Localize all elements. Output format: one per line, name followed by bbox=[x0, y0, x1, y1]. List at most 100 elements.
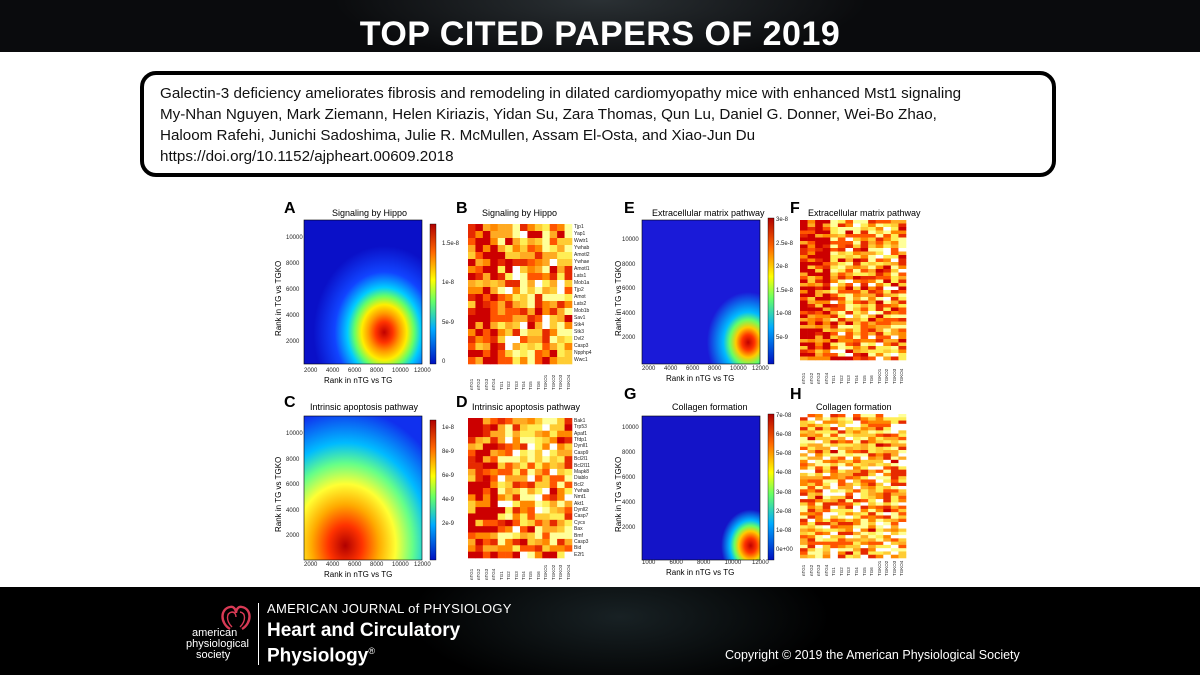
heatmap-cell bbox=[505, 456, 513, 463]
heatmap-cell bbox=[860, 492, 869, 497]
heatmap-cell bbox=[512, 456, 521, 463]
heatmap-cell bbox=[542, 273, 551, 281]
heatmap-cell bbox=[468, 456, 476, 463]
heatmap-cell bbox=[860, 551, 869, 556]
sample-label-B: TG3 bbox=[513, 381, 519, 390]
sample-label-H: TGKO1 bbox=[876, 560, 882, 576]
heatmap-cell bbox=[475, 315, 484, 323]
heatmap-cell bbox=[845, 227, 854, 231]
heatmap-cell bbox=[482, 245, 491, 253]
heatmap-cell bbox=[475, 507, 484, 514]
heatmap-cell bbox=[883, 528, 892, 533]
heatmap-cell bbox=[890, 522, 899, 526]
heatmap-cell bbox=[822, 258, 831, 263]
heatmap-cell bbox=[875, 420, 884, 425]
heatmap-cell bbox=[845, 518, 854, 523]
heatmap-cell bbox=[512, 424, 521, 432]
heatmap-cell bbox=[482, 519, 491, 527]
heatmap-cell bbox=[497, 329, 506, 337]
heatmap-cell bbox=[800, 335, 808, 340]
heatmap-cell bbox=[815, 414, 824, 418]
heatmap-cell bbox=[822, 469, 831, 474]
heatmap-cell bbox=[868, 544, 877, 549]
heatmap-cell bbox=[845, 476, 854, 480]
heatmap-cell bbox=[898, 244, 907, 249]
heatmap-cell bbox=[822, 544, 831, 549]
heatmap-cell bbox=[800, 342, 808, 347]
heatmap-cell bbox=[845, 440, 854, 444]
heatmap-cell bbox=[883, 541, 892, 546]
heatmap-cell bbox=[868, 335, 877, 340]
heatmap-cell bbox=[490, 245, 499, 253]
heatmap-cell bbox=[837, 463, 846, 467]
heatmap-cell bbox=[542, 343, 551, 351]
heatmap-cell bbox=[807, 472, 816, 477]
heatmap-cell bbox=[830, 440, 839, 444]
heatmap-cell bbox=[807, 227, 816, 231]
heatmap-cell bbox=[490, 231, 499, 239]
heatmap-cell bbox=[497, 513, 506, 521]
heatmap-cell bbox=[883, 502, 892, 506]
heatmap-cell bbox=[890, 230, 899, 235]
heatmap-cell bbox=[497, 449, 506, 457]
heatmap-cell bbox=[898, 538, 907, 542]
heatmap-cell bbox=[482, 301, 491, 309]
heatmap-cell bbox=[534, 488, 543, 495]
heatmap-cell bbox=[815, 220, 824, 224]
heatmap-cell bbox=[890, 353, 899, 357]
heatmap-cell bbox=[475, 280, 484, 288]
heatmap-cell bbox=[890, 463, 899, 467]
heatmap-cell bbox=[898, 339, 907, 343]
paper-doi-link[interactable]: https://doi.org/10.1152/ajpheart.00609.2… bbox=[160, 148, 454, 165]
heatmap-cell bbox=[822, 346, 831, 350]
scale-tick-E: 1e-08 bbox=[776, 311, 792, 318]
heatmap-cell bbox=[534, 280, 543, 288]
heatmap-cell bbox=[468, 430, 476, 438]
heatmap-cell bbox=[837, 297, 846, 301]
heatmap-cell bbox=[490, 437, 499, 444]
heatmap-cell bbox=[890, 276, 899, 280]
heatmap-cell bbox=[557, 294, 565, 302]
heatmap-cell bbox=[860, 476, 869, 480]
heatmap-cell bbox=[815, 544, 824, 549]
heatmap-cell bbox=[520, 224, 528, 232]
heatmap-cell bbox=[527, 224, 536, 232]
heatmap-cell bbox=[520, 500, 528, 508]
heatmap-cell bbox=[542, 538, 551, 546]
heatmap-cell bbox=[830, 300, 839, 305]
heatmap-cell bbox=[868, 531, 877, 536]
heatmap-cell bbox=[549, 526, 558, 533]
heatmap-cell bbox=[549, 280, 558, 288]
heatmap-cell bbox=[837, 423, 846, 428]
gene-label-B: Sav1 bbox=[574, 315, 586, 321]
panel-letter-E: E bbox=[624, 200, 635, 217]
heatmap-cell bbox=[512, 329, 521, 337]
heatmap-cell bbox=[883, 248, 892, 252]
heatmap-cell bbox=[830, 293, 839, 298]
heatmap-cell bbox=[898, 293, 907, 298]
heatmap-cell bbox=[830, 541, 839, 546]
slide-title: TOP CITED PAPERS OF 2019 bbox=[359, 15, 841, 53]
heatmap-cell bbox=[853, 241, 861, 245]
heatmap-cell bbox=[520, 519, 528, 527]
heatmap-cell bbox=[845, 318, 854, 322]
heatmap-cell bbox=[853, 230, 861, 235]
heatmap-cell bbox=[822, 290, 831, 294]
heatmap-cell bbox=[860, 290, 869, 294]
heatmap-cell bbox=[557, 259, 565, 267]
gene-label-D: Bmf bbox=[574, 532, 583, 539]
heatmap-cell bbox=[837, 548, 846, 552]
heatmap-cell bbox=[475, 545, 484, 552]
heatmap-cell bbox=[845, 279, 854, 284]
heatmap-cell bbox=[822, 342, 831, 347]
heatmap-cell bbox=[815, 525, 824, 529]
heatmap-cell bbox=[534, 294, 543, 302]
heatmap-cell bbox=[482, 507, 491, 514]
heatmap-cell bbox=[853, 427, 861, 431]
heatmap-cell bbox=[883, 276, 892, 280]
heatmap-cell bbox=[875, 286, 884, 291]
heatmap-cell bbox=[868, 307, 877, 312]
heatmap-cell bbox=[800, 265, 808, 270]
heatmap-cell bbox=[898, 479, 907, 484]
heatmap-cell bbox=[837, 551, 846, 556]
